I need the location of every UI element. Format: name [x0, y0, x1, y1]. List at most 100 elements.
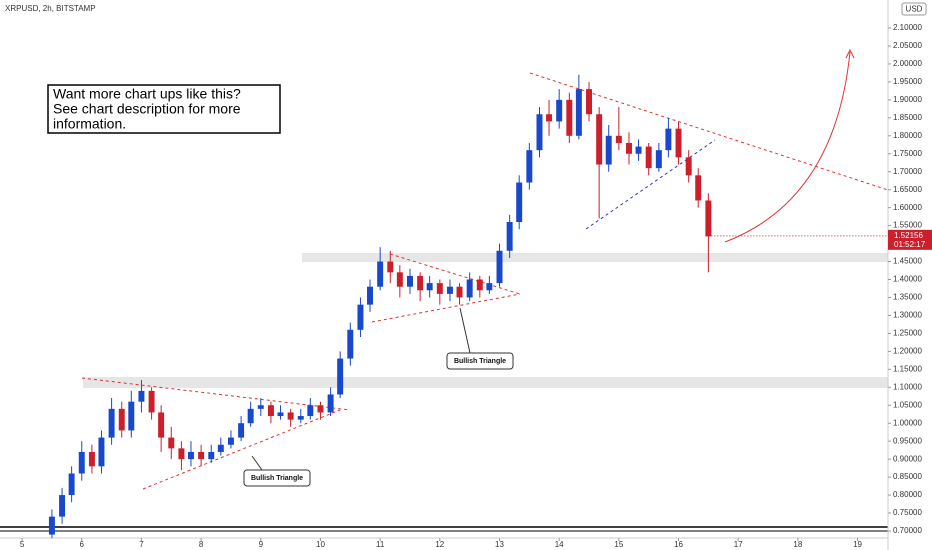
x-tick-label: 5 [20, 540, 25, 549]
candle-body [665, 128, 672, 151]
x-tick-label: 18 [793, 540, 802, 549]
x-tick-label: 19 [853, 540, 862, 549]
candle-body [118, 408, 125, 431]
candle-body [88, 451, 95, 467]
candle-body [187, 451, 194, 460]
x-tick-label: 8 [199, 540, 204, 549]
candle-body [407, 275, 413, 287]
candle-body [615, 135, 622, 143]
y-tick-label: 1.85000 [893, 113, 922, 122]
candle-body [586, 89, 592, 115]
candle-body [496, 250, 503, 284]
candle-body [396, 272, 403, 287]
candle-body [138, 390, 145, 402]
y-tick-label: 1.45000 [893, 257, 922, 266]
candle-body [347, 329, 354, 359]
pointer [251, 455, 263, 471]
candle-body [128, 401, 135, 431]
y-tick-label: 1.15000 [893, 364, 922, 373]
pointer [459, 307, 471, 354]
label-box [243, 469, 311, 487]
x-tick-label: 11 [376, 540, 385, 549]
y-tick-label: 1.90000 [893, 95, 922, 104]
y-tick-label: 1.80000 [893, 131, 922, 140]
x-tick-label: 6 [80, 540, 85, 549]
candle-body [556, 99, 563, 122]
candle-body [516, 182, 523, 223]
candle-body [506, 222, 513, 251]
x-tick-label: 14 [555, 540, 564, 549]
candle-body [238, 423, 245, 438]
candle-body [78, 451, 85, 474]
y-tick-label: 0.90000 [893, 454, 922, 463]
candle-body [247, 408, 254, 424]
candle-body [357, 304, 364, 330]
countdown: 01:52:17 [894, 240, 926, 249]
candle-body [575, 89, 582, 136]
y-tick-label: 0.95000 [893, 436, 922, 445]
candle-body [337, 358, 344, 395]
y-tick-label: 1.60000 [893, 203, 922, 212]
candle-body [476, 279, 483, 291]
candle-body [367, 286, 373, 305]
candle-body [695, 175, 702, 201]
x-tick-label: 9 [259, 540, 264, 549]
last-price-label: 1.52156 [894, 231, 923, 240]
candle-body [208, 451, 215, 460]
y-tick-label: 1.75000 [893, 149, 922, 158]
y-tick-label: 0.85000 [893, 472, 922, 481]
x-tick-label: 7 [139, 540, 144, 549]
candle-body [655, 150, 662, 169]
x-tick-label: 10 [316, 540, 325, 549]
candle-body [148, 390, 155, 413]
candle-body [277, 412, 284, 417]
candle-body [546, 114, 553, 122]
arrow-head [845, 48, 855, 59]
y-tick-label: 1.20000 [893, 346, 922, 355]
candle-body [98, 437, 105, 467]
x-tick-label: 13 [495, 540, 504, 549]
candle-body [178, 448, 185, 460]
candle-body [59, 495, 66, 517]
candle-body [635, 146, 642, 154]
note-box [47, 84, 281, 134]
y-tick-label: 2.10000 [893, 23, 922, 32]
candle-body [436, 283, 443, 294]
candle-body [307, 405, 314, 417]
candle-body [456, 286, 463, 298]
candle-body [566, 99, 573, 136]
y-tick-label: 1.55000 [893, 221, 922, 230]
candle-body [227, 437, 234, 445]
triangle-label: Bullish Triangle [454, 358, 506, 365]
y-tick-label: 1.00000 [893, 418, 922, 427]
candle-body [417, 275, 424, 291]
candle-body [446, 286, 453, 294]
chart-title: XRPUSD, 2h, BITSTAMP [5, 4, 96, 13]
x-tick-label: 16 [674, 540, 683, 549]
y-tick-label: 2.00000 [893, 59, 922, 68]
y-tick-label: 1.95000 [893, 77, 922, 86]
x-tick-label: 12 [435, 540, 444, 549]
candle-body [536, 114, 543, 151]
candle-body [426, 283, 433, 291]
y-tick-label: 1.65000 [893, 185, 922, 194]
candle-body [596, 114, 603, 165]
candle-body [387, 261, 394, 273]
candle-body [48, 516, 55, 535]
candle-body [158, 412, 165, 438]
last-price-tag [888, 229, 932, 250]
candle-body [287, 412, 294, 420]
candle-body [466, 279, 473, 298]
triangle-label: Bullish Triangle [251, 475, 303, 482]
candle-body [645, 146, 652, 169]
candle-body [626, 142, 632, 154]
x-tick-label: 17 [734, 540, 743, 549]
y-tick-label: 0.80000 [893, 490, 922, 499]
candle-body [297, 416, 304, 420]
candle-body [486, 283, 493, 291]
candle-body [168, 437, 175, 449]
y-tick-label: 1.70000 [893, 167, 922, 176]
trendline [585, 139, 716, 230]
candle-body [685, 157, 692, 176]
